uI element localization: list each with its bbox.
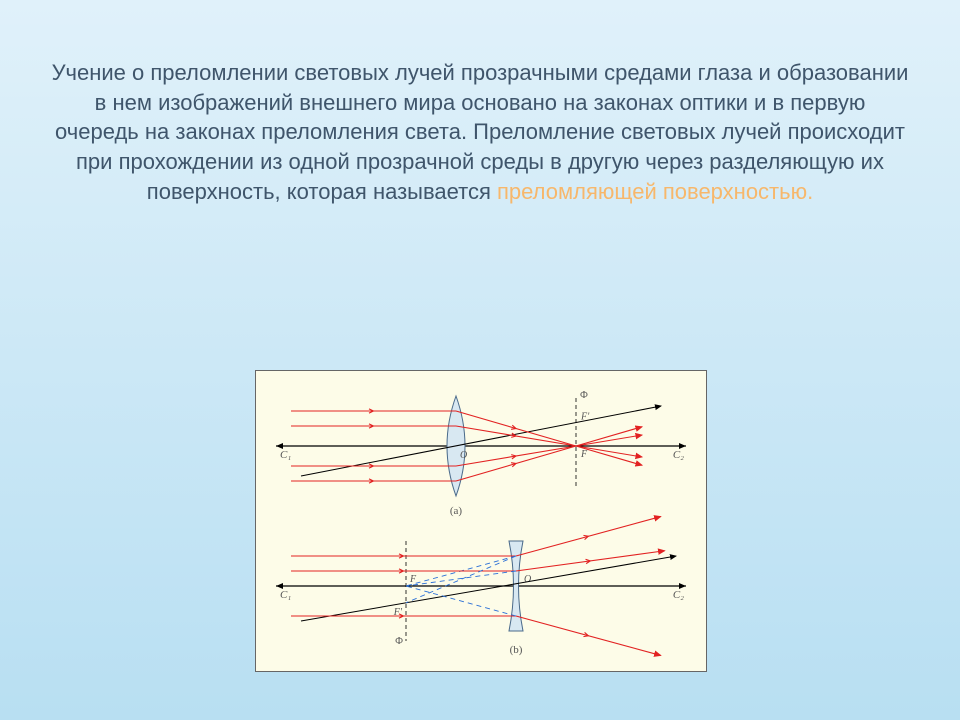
slide-background: Учение о преломлении световых лучей проз… [0, 0, 960, 720]
svg-text:C₁: C₁ [280, 589, 291, 601]
svg-text:Ф: Ф [395, 636, 403, 647]
svg-text:(b): (b) [510, 644, 523, 656]
lens-diagram: C₁C₂OФFF'(a)C₁C₂OФFF'(b) [255, 370, 707, 672]
body-highlight: преломляющей поверхностью. [497, 179, 813, 204]
svg-text:C₂: C₂ [673, 589, 684, 601]
diagram-svg: C₁C₂OФFF'(a)C₁C₂OФFF'(b) [256, 371, 706, 671]
svg-text:Ф: Ф [580, 390, 588, 401]
svg-text:O: O [524, 574, 531, 585]
svg-text:F': F' [580, 412, 590, 423]
svg-text:(a): (a) [450, 505, 463, 517]
svg-text:F: F [580, 449, 588, 460]
body-text: Учение о преломлении световых лучей проз… [50, 58, 910, 206]
svg-text:C₁: C₁ [280, 449, 291, 461]
svg-text:C₂: C₂ [673, 449, 684, 461]
svg-text:O: O [460, 450, 467, 461]
